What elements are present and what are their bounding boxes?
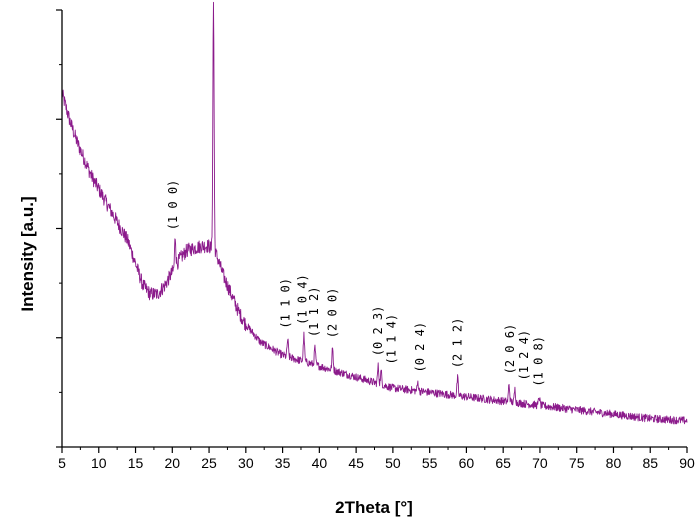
peak-label: (1 1 0)	[279, 278, 293, 329]
peak-label: (2 0 0)	[326, 288, 340, 339]
x-tick-label: 85	[642, 455, 658, 471]
peak-label: (2 0 6)	[503, 324, 517, 375]
x-tick-label: 65	[495, 455, 511, 471]
x-axis-title: 2Theta [°]	[335, 498, 413, 517]
x-tick-label: 35	[275, 455, 291, 471]
x-tick-label: 75	[569, 455, 585, 471]
y-axis-title: Intensity [a.u.]	[18, 196, 37, 311]
x-tick-label: 80	[606, 455, 622, 471]
peak-label: (2 1 2)	[451, 318, 465, 369]
peak-label: (0 2 4)	[413, 322, 427, 373]
peak-label: (1 0 4)	[295, 274, 309, 325]
x-tick-label: 50	[385, 455, 401, 471]
x-tick-label: 55	[422, 455, 438, 471]
x-tick-label: 20	[165, 455, 181, 471]
peak-label: (0 2 3)	[371, 306, 385, 357]
x-tick-label: 10	[91, 455, 107, 471]
x-tick-label: 60	[459, 455, 475, 471]
peak-label: (1 1 2)	[307, 287, 321, 338]
peak-label: (1 2 4)	[517, 330, 531, 381]
x-tick-label: 5	[58, 455, 66, 471]
series-xrd-pattern	[61, 1, 688, 425]
peak-label: (1 0 0)	[166, 180, 180, 231]
plot-area	[61, 1, 688, 425]
axes: 5 10 15 20 25 30 35 40 45 50 55 60 65 70 75 80 85 90	[56, 9, 695, 471]
peak-label: (1 0 8)	[532, 336, 546, 387]
peak-labels: (1 0 0)(0 1 2)(1 1 0)(1 0 4)(1 1 2)(2 0 …	[166, 180, 546, 387]
x-tick-label: 40	[312, 455, 328, 471]
x-tick-label: 45	[348, 455, 364, 471]
x-tick-label: 15	[128, 455, 144, 471]
x-tick-label: 25	[201, 455, 217, 471]
peak-label: (1 1 4)	[384, 314, 398, 365]
x-tick-label: 70	[532, 455, 548, 471]
x-tick-label: 90	[679, 455, 695, 471]
x-tick-label: 30	[238, 455, 254, 471]
